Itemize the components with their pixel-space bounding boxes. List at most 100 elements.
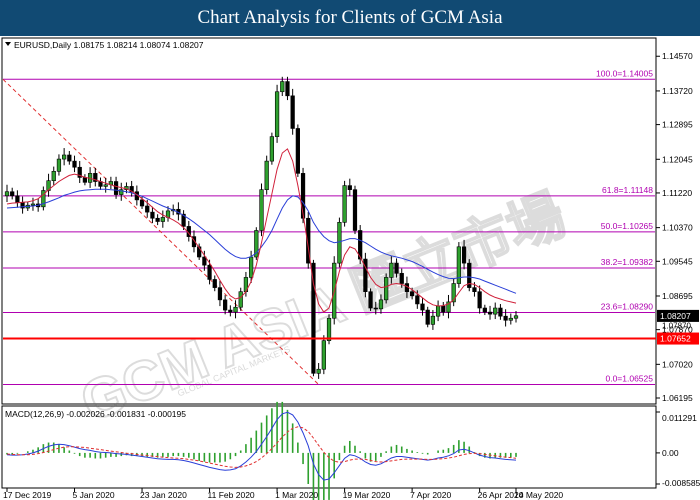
- candle: [217, 280, 223, 307]
- time-tick-label: 23 Jan 2020: [140, 490, 187, 500]
- support-price-tag-bg: [657, 332, 699, 345]
- price-tick-label: 1.07870: [662, 325, 693, 335]
- candle: [482, 304, 487, 316]
- moving-average-long: [6, 188, 517, 294]
- fib-level-label: 61.8=1.11148: [602, 185, 653, 195]
- candle: [394, 258, 399, 278]
- extra-price-label: 1.07870: [662, 322, 691, 331]
- time-tick-label: 7 Apr 2020: [410, 490, 451, 500]
- candle: [451, 278, 456, 307]
- current-price-tag: 1.08207: [660, 311, 691, 321]
- candle: [56, 154, 62, 176]
- candle: [181, 210, 186, 231]
- candle: [477, 285, 482, 314]
- candle: [378, 294, 384, 314]
- macd-axis: 0.011291 0.00 -0.008585: [656, 411, 700, 488]
- candle: [238, 287, 243, 311]
- time-tick-label: 5 Jan 2020: [73, 490, 115, 500]
- candle: [342, 180, 347, 227]
- fib-level-label: 38.2=1.09382: [601, 257, 654, 267]
- time-axis: 17 Dec 2019 5 Jan 2020 23 Jan 2020 11 Feb 2…: [3, 488, 563, 500]
- fib-level-label: 50.0=1.10265: [601, 221, 654, 231]
- support-price-tag: 1.07652: [660, 334, 691, 344]
- candle: [41, 186, 46, 211]
- candle: [269, 132, 275, 165]
- candle: [446, 294, 451, 319]
- candle: [384, 273, 389, 304]
- candle: [113, 176, 119, 199]
- candle: [498, 304, 503, 320]
- candle: [456, 242, 461, 288]
- candle: [321, 335, 326, 375]
- candle: [285, 76, 290, 101]
- candle: [155, 214, 160, 226]
- time-tick-label: 19 Mar 2020: [343, 490, 391, 500]
- candle: [363, 252, 368, 298]
- price-tick-label: 1.12045: [662, 154, 693, 164]
- fib-level-label: 0.0=1.06525: [605, 374, 653, 384]
- candle: [280, 76, 285, 97]
- candle: [30, 197, 36, 211]
- candle: [347, 178, 352, 196]
- candle: [264, 155, 269, 195]
- candle: [467, 259, 472, 292]
- price-tick-label: 1.12895: [662, 120, 693, 130]
- price-tick-label: 1.08695: [662, 291, 693, 301]
- price-axis: 1.14570 1.13720 1.12895 1.12045 1.11220 1.103…: [656, 51, 693, 403]
- diagonal-trendline: [2, 78, 319, 385]
- triangle-down-icon[interactable]: [5, 42, 11, 46]
- time-tick-label: 26 Apr 2020: [478, 490, 524, 500]
- candle: [150, 206, 155, 224]
- price-tags: 1.08207 1.07652 1.07870: [657, 309, 699, 345]
- price-tick-label: 1.13720: [662, 86, 693, 96]
- time-tick-label: 11 Feb 2020: [208, 490, 255, 500]
- candle: [425, 306, 430, 328]
- candles: [4, 76, 519, 379]
- fib-level-label: 100.0=1.14005: [596, 68, 653, 78]
- current-price-tag-bg: [657, 309, 699, 322]
- candle: [67, 150, 72, 165]
- macd-tick-label: 0.011291: [662, 413, 697, 423]
- chart-canvas[interactable]: GCM ASIA 匯立市場 GLOBAL CAPITAL MARKETS 100…: [0, 36, 700, 500]
- candle: [358, 225, 363, 264]
- candle: [212, 275, 217, 292]
- candle: [420, 297, 425, 316]
- time-tick-label: 14 May 2020: [514, 490, 563, 500]
- candle: [306, 212, 311, 269]
- moving-average-short: [6, 148, 517, 313]
- price-tick-label: 1.06195: [662, 393, 693, 403]
- fib-level-label: 23.6=1.08290: [601, 302, 654, 312]
- candle: [46, 173, 51, 197]
- candle: [62, 148, 67, 166]
- candle: [103, 177, 108, 193]
- price-tick-label: 1.10370: [662, 223, 693, 233]
- candle: [233, 300, 238, 319]
- macd-tick-label: 0.00: [662, 448, 679, 458]
- candle: [430, 309, 436, 330]
- candle: [160, 210, 165, 228]
- candle: [493, 302, 498, 320]
- price-tick-label: 1.09545: [662, 256, 693, 266]
- price-tick-label: 1.07020: [662, 359, 693, 369]
- macd-tick-label: -0.008585: [662, 478, 700, 488]
- candle: [259, 183, 264, 237]
- price-tick-label: 1.14570: [662, 51, 693, 61]
- candle: [72, 155, 77, 173]
- time-tick-label: 17 Dec 2019: [3, 490, 51, 500]
- candle: [326, 314, 332, 345]
- banner-title: Chart Analysis for Clients of GCM Asia: [0, 0, 700, 36]
- candle: [10, 187, 15, 200]
- candle: [119, 182, 124, 201]
- candle: [461, 239, 467, 270]
- candle: [223, 295, 228, 315]
- macd-panel-header: MACD(12,26,9) -0.002026 -0.001831 -0.000…: [5, 409, 186, 419]
- fibonacci-levels: 100.0=1.14005 61.8=1.11148 50.0=1.10265 38.…: [3, 68, 655, 386]
- candle: [368, 288, 373, 311]
- candle: [51, 166, 56, 185]
- candle: [373, 301, 378, 315]
- candle: [274, 84, 280, 143]
- candle: [337, 217, 342, 268]
- time-tick-label: 1 Mar 2020: [275, 490, 318, 500]
- candle: [487, 305, 493, 320]
- candle: [295, 124, 300, 177]
